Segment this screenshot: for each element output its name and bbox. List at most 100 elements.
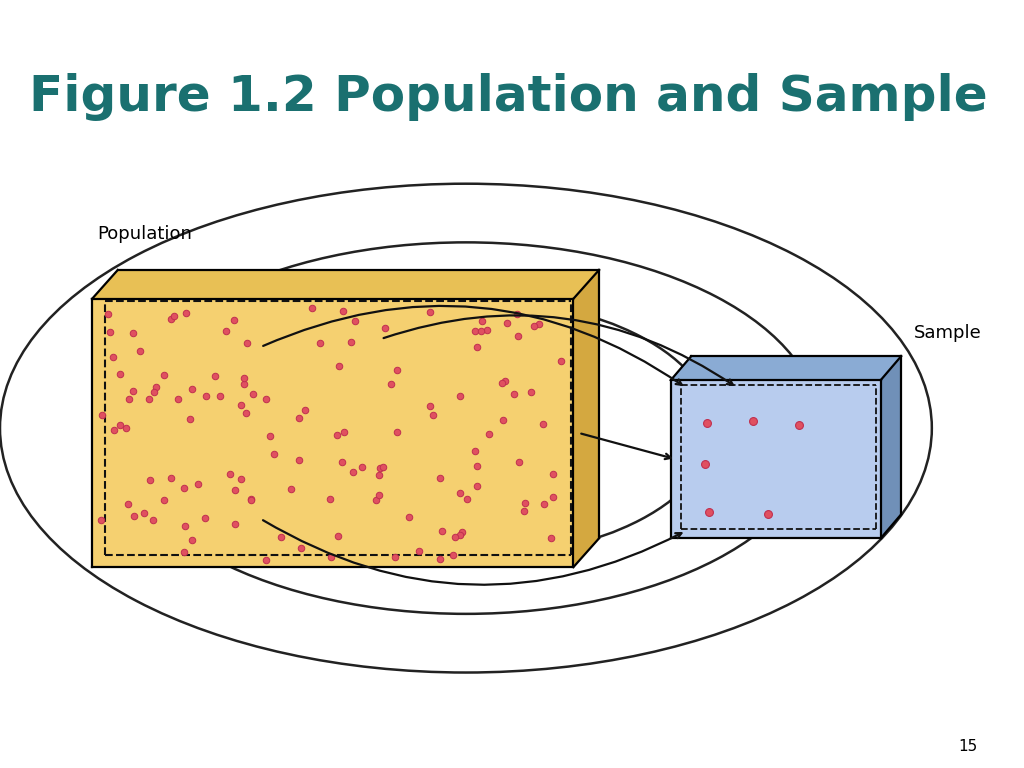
Point xyxy=(516,497,532,509)
Polygon shape xyxy=(881,356,901,538)
Point xyxy=(444,549,461,561)
Text: Figure 1.2 Population and Sample: Figure 1.2 Population and Sample xyxy=(29,74,987,121)
Point xyxy=(189,478,206,490)
Point xyxy=(480,428,497,440)
Point xyxy=(553,355,569,367)
Point xyxy=(106,424,123,436)
Polygon shape xyxy=(671,356,901,380)
Point xyxy=(304,302,321,314)
Point xyxy=(536,418,552,430)
Polygon shape xyxy=(671,380,881,538)
Point xyxy=(212,389,228,402)
Point xyxy=(198,389,214,402)
Point xyxy=(102,326,119,339)
Point xyxy=(257,392,273,405)
Point xyxy=(207,369,223,382)
Point xyxy=(141,474,158,486)
Point xyxy=(136,508,153,520)
Point xyxy=(99,308,116,320)
Point xyxy=(144,514,161,526)
Point xyxy=(452,529,468,541)
Point xyxy=(93,409,110,421)
Point xyxy=(335,305,351,317)
Point xyxy=(791,419,807,432)
Point xyxy=(177,307,194,319)
Point xyxy=(132,346,148,358)
Polygon shape xyxy=(573,270,599,567)
Point xyxy=(411,545,427,557)
Polygon shape xyxy=(92,270,599,299)
Point xyxy=(266,448,283,460)
Point xyxy=(118,422,134,434)
Point xyxy=(120,498,136,510)
Point xyxy=(112,419,128,432)
Text: 15: 15 xyxy=(958,739,978,754)
Point xyxy=(243,495,259,507)
Point xyxy=(243,493,259,505)
Point xyxy=(446,531,463,544)
Point xyxy=(466,325,482,337)
Point xyxy=(226,484,243,496)
Point xyxy=(176,546,193,558)
Point xyxy=(323,551,339,563)
Point xyxy=(371,489,387,502)
Point xyxy=(432,472,449,484)
Point xyxy=(291,454,307,466)
Point xyxy=(232,399,249,411)
Point xyxy=(146,386,163,399)
Point xyxy=(469,479,485,492)
Point xyxy=(454,526,470,538)
Point xyxy=(516,505,532,518)
Point xyxy=(183,534,200,546)
Point xyxy=(140,393,157,406)
Point xyxy=(459,493,475,505)
Point xyxy=(510,329,526,342)
Point xyxy=(372,462,388,474)
Point xyxy=(382,377,398,389)
Point xyxy=(240,336,256,349)
Point xyxy=(262,429,279,442)
Text: Sample: Sample xyxy=(913,324,981,342)
Point xyxy=(368,494,384,506)
Point xyxy=(112,368,128,380)
Point xyxy=(467,445,483,458)
Point xyxy=(147,381,164,393)
Point xyxy=(291,412,307,425)
Point xyxy=(497,375,513,387)
Point xyxy=(526,320,543,333)
Point xyxy=(157,369,173,381)
Point xyxy=(258,554,274,566)
Point xyxy=(432,553,449,565)
Point xyxy=(125,385,141,397)
Point xyxy=(469,341,485,353)
Point xyxy=(744,415,761,428)
Point xyxy=(536,498,552,511)
Point xyxy=(272,531,289,544)
Point xyxy=(104,351,121,363)
Point xyxy=(283,483,299,495)
Point xyxy=(311,337,328,349)
Point xyxy=(422,306,438,318)
Point xyxy=(227,518,244,530)
Point xyxy=(760,508,776,521)
Point xyxy=(222,468,239,481)
Point xyxy=(166,310,182,323)
Point xyxy=(183,382,200,395)
Point xyxy=(469,460,485,472)
Point xyxy=(236,372,252,385)
Point xyxy=(121,392,137,405)
Point xyxy=(425,409,441,422)
Point xyxy=(371,468,387,481)
Point xyxy=(377,322,393,334)
Point xyxy=(336,426,352,439)
Point xyxy=(510,456,526,468)
Point xyxy=(422,399,438,412)
Point xyxy=(322,492,338,505)
Point xyxy=(400,511,417,523)
Point xyxy=(246,388,262,400)
Point xyxy=(175,482,191,495)
Point xyxy=(343,336,359,349)
Point xyxy=(126,510,142,522)
Point xyxy=(433,525,450,537)
Point xyxy=(293,542,309,554)
